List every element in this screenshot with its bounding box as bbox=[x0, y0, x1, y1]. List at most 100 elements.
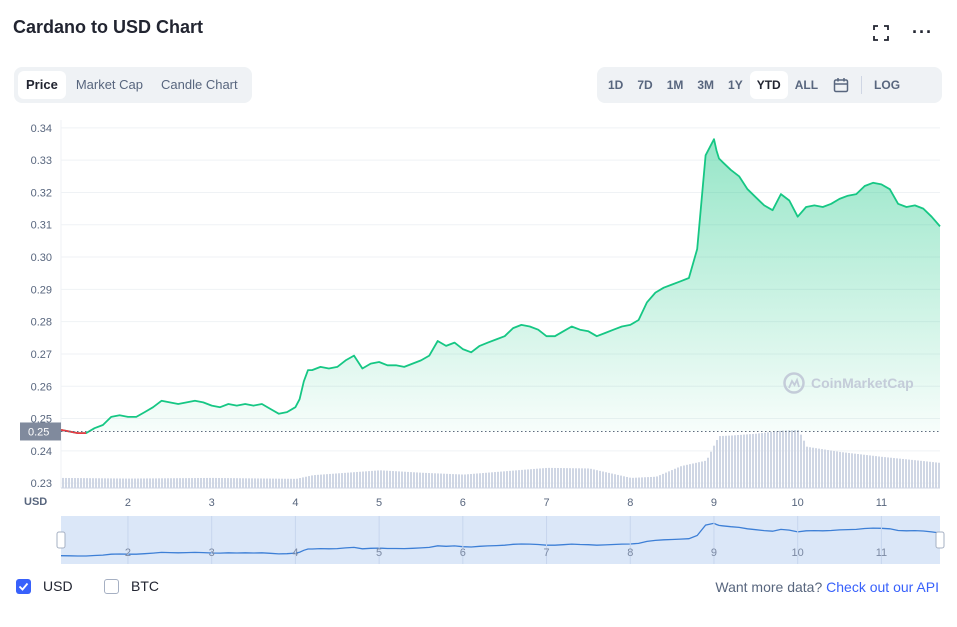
volume-bar bbox=[575, 468, 577, 488]
volume-bar bbox=[851, 453, 853, 488]
volume-bar bbox=[200, 478, 202, 488]
volume-bar bbox=[227, 478, 229, 488]
volume-bar bbox=[524, 469, 526, 488]
volume-bar bbox=[794, 430, 796, 488]
range-all[interactable]: ALL bbox=[794, 78, 819, 92]
volume-bar bbox=[647, 477, 649, 488]
volume-bar bbox=[476, 473, 478, 488]
volume-bar bbox=[911, 459, 913, 488]
volume-bar bbox=[395, 471, 397, 488]
x-tick-label: 11 bbox=[876, 497, 887, 509]
volume-bar bbox=[527, 469, 529, 488]
volume-bar bbox=[257, 478, 259, 488]
volume-bar bbox=[626, 476, 628, 488]
chart-type-tabs: Price Market Cap Candle Chart bbox=[14, 67, 252, 103]
navigator-right-handle[interactable] bbox=[935, 531, 945, 549]
volume-bar bbox=[812, 447, 814, 488]
y-tick-label: 0.28 bbox=[31, 317, 52, 329]
volume-bar bbox=[656, 476, 658, 488]
volume-bar bbox=[215, 477, 217, 488]
volume-bar bbox=[422, 472, 424, 488]
volume-bar bbox=[761, 433, 763, 488]
btc-toggle[interactable]: BTC bbox=[104, 578, 159, 594]
volume-bar bbox=[248, 478, 250, 488]
volume-bar bbox=[806, 446, 808, 488]
check-icon bbox=[18, 582, 29, 591]
volume-bar bbox=[269, 478, 271, 488]
volume-bar bbox=[929, 461, 931, 488]
range-ytd[interactable]: YTD bbox=[749, 71, 788, 99]
volume-bar bbox=[371, 470, 373, 488]
usd-toggle[interactable]: USD bbox=[16, 578, 73, 594]
baseline-marker bbox=[20, 422, 61, 441]
fullscreen-icon[interactable] bbox=[872, 24, 890, 42]
usd-checkbox[interactable] bbox=[16, 578, 31, 594]
volume-bar bbox=[749, 434, 751, 488]
log-scale-toggle[interactable]: LOG bbox=[874, 78, 901, 92]
y-tick-label: 0.30 bbox=[31, 252, 52, 264]
volume-bar bbox=[140, 478, 142, 488]
volume-bar bbox=[785, 430, 787, 488]
volume-bar bbox=[197, 478, 199, 488]
volume-bar bbox=[263, 478, 265, 488]
volume-bar bbox=[410, 472, 412, 488]
volume-bar bbox=[491, 472, 493, 488]
api-link[interactable]: Check out our API bbox=[826, 579, 939, 595]
more-icon[interactable]: ··· bbox=[912, 22, 933, 42]
volume-bar bbox=[716, 440, 718, 488]
navigator-tick-label: 6 bbox=[460, 547, 466, 559]
volume-bar bbox=[503, 471, 505, 488]
tab-market-cap[interactable]: Market Cap bbox=[75, 77, 144, 92]
price-chart[interactable]: 0.25 CoinMarketCap 0.34 0.33 0.32 0.31 0.30 0… bbox=[0, 110, 957, 570]
range-1m[interactable]: 1M bbox=[666, 78, 684, 92]
volume-bar bbox=[404, 471, 406, 488]
volume-bar bbox=[467, 474, 469, 488]
volume-bar bbox=[260, 478, 262, 488]
range-7d[interactable]: 7D bbox=[637, 78, 653, 92]
tab-candle-chart[interactable]: Candle Chart bbox=[161, 77, 238, 92]
volume-bar bbox=[464, 474, 466, 488]
volume-bar bbox=[362, 471, 364, 488]
tab-price[interactable]: Price bbox=[18, 71, 66, 99]
volume-bar bbox=[587, 468, 589, 488]
btc-checkbox[interactable] bbox=[104, 578, 119, 594]
navigator-tick-label: 4 bbox=[292, 547, 298, 559]
volume-bar bbox=[137, 478, 139, 488]
volume-bar bbox=[605, 472, 607, 488]
volume-bar bbox=[155, 478, 157, 488]
volume-bar bbox=[863, 454, 865, 488]
volume-bar bbox=[899, 458, 901, 488]
range-1y[interactable]: 1Y bbox=[728, 78, 743, 92]
volume-bar bbox=[773, 431, 775, 488]
volume-bar bbox=[515, 470, 517, 488]
volume-bar bbox=[323, 474, 325, 488]
volume-bar bbox=[374, 470, 376, 488]
volume-bar bbox=[539, 468, 541, 488]
volume-bar bbox=[521, 469, 523, 488]
y-tick-label: 0.32 bbox=[31, 187, 52, 199]
volume-bar bbox=[509, 470, 511, 488]
volume-bar bbox=[512, 470, 514, 488]
x-tick-label: 6 bbox=[460, 497, 466, 509]
calendar-icon[interactable] bbox=[833, 77, 849, 93]
volume-bar bbox=[611, 473, 613, 488]
volume-bar bbox=[629, 477, 631, 488]
range-navigator[interactable]: 2 3 4 5 6 7 8 9 10 11 bbox=[56, 516, 945, 564]
x-tick-label: 3 bbox=[209, 497, 215, 509]
y-tick-label: 0.31 bbox=[31, 220, 52, 232]
volume-bar bbox=[500, 471, 502, 488]
volume-bar bbox=[923, 461, 925, 488]
volume-bar bbox=[233, 478, 235, 488]
volume-bar bbox=[566, 468, 568, 488]
volume-bar bbox=[167, 478, 169, 488]
range-1d[interactable]: 1D bbox=[608, 78, 624, 92]
volume-bar bbox=[893, 458, 895, 488]
volume-bar bbox=[206, 477, 208, 488]
y-tick-label: 0.23 bbox=[31, 478, 52, 490]
price-area bbox=[61, 139, 940, 434]
navigator-left-handle[interactable] bbox=[56, 531, 66, 549]
range-3m[interactable]: 3M bbox=[697, 78, 715, 92]
volume-bar bbox=[557, 468, 559, 488]
volume-bar bbox=[821, 449, 823, 488]
volume-bar bbox=[914, 460, 916, 488]
